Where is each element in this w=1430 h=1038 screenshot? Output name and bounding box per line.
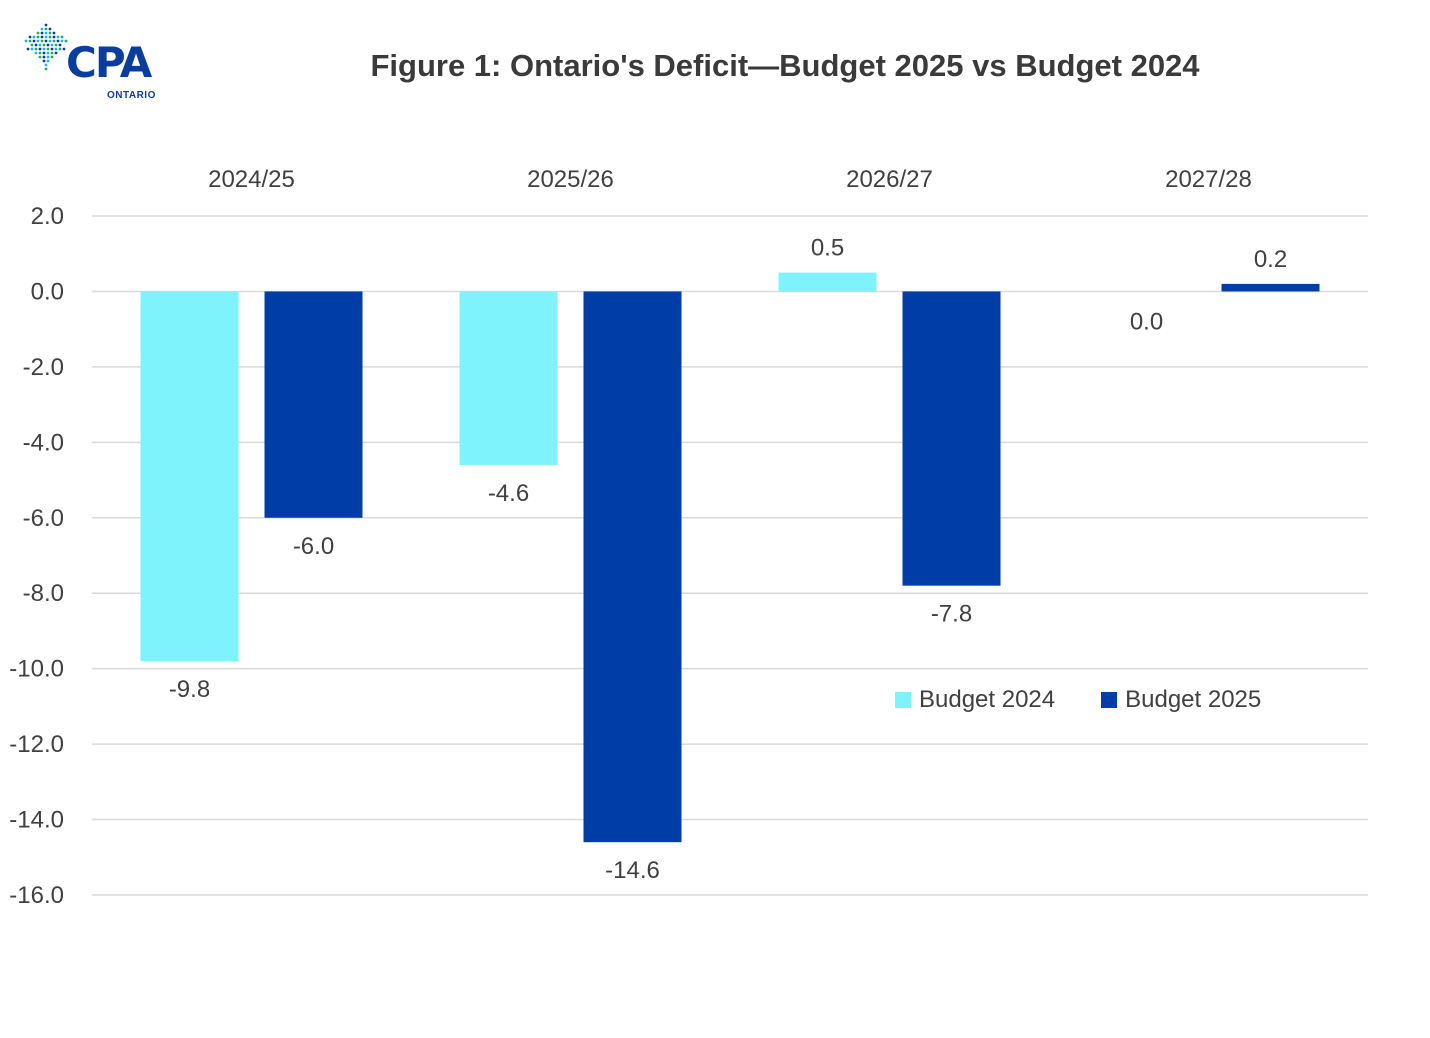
logo-subtext: ONTARIO xyxy=(107,90,156,101)
chart-legend: Budget 2024 Budget 2025 xyxy=(895,686,1261,714)
bar xyxy=(583,291,682,843)
bar xyxy=(264,291,363,518)
x-category-label: 2025/26 xyxy=(527,166,614,193)
y-tick-label: -16.0 xyxy=(9,882,64,909)
legend-label-budget-2025: Budget 2025 xyxy=(1125,686,1262,713)
legend-item-budget-2025: Budget 2025 xyxy=(1101,686,1261,714)
y-tick-label: 2.0 xyxy=(31,203,64,230)
chart-title: Figure 1: Ontario's Deficit—Budget 2025 … xyxy=(370,48,1200,83)
y-tick-label: -4.0 xyxy=(23,429,64,456)
data-label: -7.8 xyxy=(931,601,972,628)
data-label: -6.0 xyxy=(293,533,334,560)
y-tick-label: -14.0 xyxy=(9,807,64,834)
y-tick-label: -8.0 xyxy=(23,580,64,607)
x-category-label: 2024/25 xyxy=(208,166,295,193)
x-category-label: 2026/27 xyxy=(846,166,933,193)
bar xyxy=(140,291,239,662)
data-label: 0.2 xyxy=(1254,246,1287,273)
maple-leaf-icon xyxy=(24,23,68,71)
legend-item-budget-2024: Budget 2024 xyxy=(895,686,1055,714)
data-label: 0.5 xyxy=(811,235,844,262)
bar xyxy=(459,291,558,465)
data-label: -4.6 xyxy=(488,480,529,507)
legend-label-budget-2024: Budget 2024 xyxy=(919,686,1056,713)
data-label: 0.0 xyxy=(1130,308,1163,335)
bar xyxy=(778,272,877,292)
bar xyxy=(1221,283,1320,292)
y-tick-label: -10.0 xyxy=(9,656,64,683)
legend-swatch-budget-2025 xyxy=(1101,692,1118,708)
y-tick-label: -12.0 xyxy=(9,731,64,758)
cpa-ontario-logo xyxy=(22,22,172,102)
data-label: -14.6 xyxy=(605,857,660,884)
legend-swatch-budget-2024 xyxy=(895,692,911,708)
x-category-label: 2027/28 xyxy=(1165,166,1252,193)
bar xyxy=(902,291,1001,586)
y-tick-label: -2.0 xyxy=(23,354,64,381)
data-label: -9.8 xyxy=(169,676,210,703)
logo-wordmark: CPA xyxy=(66,38,152,87)
y-tick-label: 0.0 xyxy=(31,278,64,305)
y-tick-label: -6.0 xyxy=(23,505,64,532)
